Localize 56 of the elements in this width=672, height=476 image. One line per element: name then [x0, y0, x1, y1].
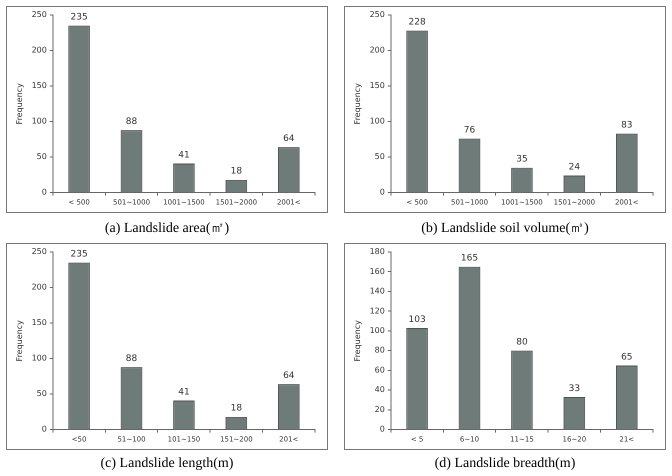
data-label: 64	[283, 370, 295, 381]
y-tick-label: 0	[380, 424, 385, 434]
y-tick-label: 50	[36, 389, 47, 398]
y-tick-label: 180	[370, 247, 385, 256]
y-tick-label: 250	[32, 247, 47, 256]
data-label: 88	[126, 354, 138, 364]
y-tick-label: 0	[380, 188, 385, 197]
y-tick-label: 50	[374, 152, 385, 162]
text: (d) Landslide breadth(m)	[434, 456, 576, 472]
y-tick-label: 0	[42, 188, 47, 197]
data-label: 41	[178, 150, 190, 160]
y-axis-title: Frequency	[352, 82, 362, 124]
data-label: 33	[568, 384, 580, 394]
y-tick-label: 100	[32, 116, 47, 126]
y-tick-label: 150	[370, 81, 385, 90]
data-label: 41	[178, 387, 190, 398]
y-tick-label: 100	[32, 354, 47, 363]
data-label: 35	[516, 154, 528, 165]
y-axis-title: Frequency	[14, 82, 24, 124]
data-label: 18	[230, 166, 242, 177]
y-axis-title: Frequency	[14, 320, 24, 362]
text: (c) Landslide length(m)	[100, 456, 234, 472]
data-label: 235	[70, 250, 88, 260]
y-tick-label: 80	[374, 346, 385, 355]
y-tick-label: 40	[374, 385, 385, 394]
data-label: 24	[568, 162, 580, 172]
y-tick-label: 150	[32, 81, 47, 90]
y-tick-label: 200	[32, 282, 47, 292]
y-tick-label: 20	[374, 404, 385, 414]
y-tick-label: 250	[32, 10, 47, 20]
y-tick-label: 200	[370, 46, 385, 55]
y-tick-label: 140	[370, 286, 385, 296]
y-tick-label: 160	[370, 266, 385, 276]
data-label: 103	[408, 314, 426, 325]
data-label: 18	[230, 404, 242, 414]
y-tick-label: 250	[370, 10, 385, 20]
data-label: 88	[126, 116, 138, 127]
y-tick-label: 50	[36, 152, 47, 162]
data-label: 165	[460, 254, 478, 264]
y-tick-label: 150	[32, 318, 47, 328]
data-label: 228	[408, 17, 426, 28]
y-tick-label: 100	[370, 116, 385, 126]
data-label: 76	[464, 125, 476, 136]
data-label: 65	[621, 352, 633, 362]
text: (b) Landslide soil volume(㎥)	[420, 220, 590, 237]
y-tick-label: 0	[42, 424, 47, 434]
text: (a) Landslide area(㎡)	[104, 220, 230, 237]
data-label: 64	[283, 134, 295, 144]
y-axis-title: Frequency	[352, 320, 362, 362]
y-tick-label: 200	[32, 46, 47, 55]
y-tick-label: 60	[374, 365, 385, 374]
y-tick-label: 120	[370, 306, 385, 316]
data-label: 83	[621, 120, 633, 130]
y-tick-label: 100	[370, 326, 385, 336]
data-label: 80	[516, 338, 528, 348]
data-label: 235	[70, 12, 88, 22]
